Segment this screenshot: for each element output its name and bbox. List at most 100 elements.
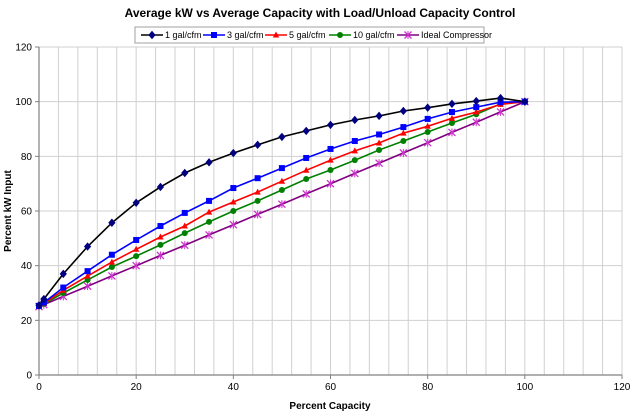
data-point-5-gal-cfm (400, 129, 407, 136)
legend-marker (211, 32, 217, 38)
legend-marker (272, 31, 280, 38)
data-point-ideal-compressor (156, 251, 165, 260)
data-point-1-gal-cfm (278, 132, 286, 142)
data-point-ideal-compressor (399, 148, 408, 157)
data-point-3-gal-cfm (230, 185, 237, 192)
legend-item-ideal-compressor: Ideal Compressor (397, 30, 492, 40)
data-point-1-gal-cfm (351, 115, 359, 125)
data-point-1-gal-cfm (399, 106, 407, 116)
data-point-ideal-compressor (107, 271, 116, 280)
data-point-10-gal-cfm (157, 241, 164, 248)
data-point-3-gal-cfm (278, 165, 285, 172)
data-point-5-gal-cfm (278, 177, 286, 184)
data-point-ideal-compressor (423, 138, 432, 147)
data-point-3-gal-cfm (303, 154, 310, 161)
legend-marker (337, 32, 343, 38)
data-point-1-gal-cfm (326, 120, 335, 130)
data-point-1-gal-cfm (302, 126, 310, 136)
series-line-1-gal-cfm (38, 97, 525, 306)
data-point-5-gal-cfm (108, 258, 116, 265)
series-line-3-gal-cfm (38, 100, 525, 307)
data-point-5-gal-cfm (375, 139, 383, 146)
data-point-10-gal-cfm (230, 208, 237, 214)
axes: 0 20 40 60 80 100 120 0 20 40 60 80 100 120 (15, 43, 630, 394)
legend-item-1-gal-cfm: 1 gal/cfm (141, 30, 202, 40)
series-group (35, 93, 529, 311)
data-point-1-gal-cfm (205, 158, 213, 167)
y-tick-label: 80 (21, 152, 33, 163)
y-axis-label: Percent kW Input (3, 169, 14, 251)
data-point-3-gal-cfm (84, 268, 91, 275)
data-point-10-gal-cfm (400, 138, 407, 145)
data-point-10-gal-cfm (206, 218, 213, 225)
data-point-5-gal-cfm (303, 166, 310, 173)
legend-item-10-gal-cfm: 10 gal/cfm (329, 30, 395, 40)
data-point-5-gal-cfm (205, 208, 213, 215)
data-point-10-gal-cfm (181, 230, 188, 237)
y-tick-label: 0 (26, 371, 32, 382)
y-tick-label: 100 (15, 97, 32, 108)
data-point-3-gal-cfm (108, 251, 115, 258)
data-point-1-gal-cfm (132, 198, 140, 207)
data-point-3-gal-cfm (181, 209, 188, 216)
data-point-5-gal-cfm (181, 222, 188, 229)
data-point-ideal-compressor (326, 179, 335, 188)
data-point-1-gal-cfm (35, 301, 43, 310)
legend-label: 1 gal/cfm (165, 30, 202, 40)
data-point-ideal-compressor (302, 189, 311, 198)
data-point-1-gal-cfm (108, 218, 116, 227)
data-point-1-gal-cfm (496, 93, 505, 103)
x-tick-label: 120 (614, 382, 631, 393)
series-1-gal-cfm (35, 93, 529, 310)
x-tick-label: 40 (228, 382, 240, 393)
data-point-5-gal-cfm (230, 198, 237, 205)
legend-marker (148, 30, 156, 40)
data-point-3-gal-cfm (448, 109, 455, 116)
data-point-ideal-compressor (447, 128, 456, 137)
y-tick-label: 120 (15, 43, 32, 54)
data-point-ideal-compressor (229, 220, 238, 229)
data-point-1-gal-cfm (181, 168, 189, 178)
data-point-1-gal-cfm (472, 96, 480, 106)
data-point-10-gal-cfm (351, 157, 358, 164)
data-point-3-gal-cfm (376, 131, 383, 138)
x-axis-label: Percent Capacity (289, 401, 371, 412)
data-point-ideal-compressor (472, 118, 481, 127)
legend-item-3-gal-cfm: 3 gal/cfm (203, 30, 264, 40)
data-point-ideal-compressor (205, 230, 214, 239)
data-point-10-gal-cfm (278, 186, 285, 193)
legend: 1 gal/cfm 3 gal/cfm 5 gal/cfm 10 gal/cfm Ide… (134, 26, 492, 44)
data-point-10-gal-cfm (254, 197, 261, 204)
data-point-5-gal-cfm (254, 188, 261, 195)
data-point-5-gal-cfm (448, 114, 456, 121)
legend-item-5-gal-cfm: 5 gal/cfm (265, 30, 326, 40)
data-point-1-gal-cfm (424, 103, 432, 112)
data-point-1-gal-cfm (156, 182, 165, 192)
data-point-10-gal-cfm (327, 167, 334, 173)
data-point-3-gal-cfm (133, 236, 140, 243)
data-point-3-gal-cfm (473, 104, 480, 111)
data-point-10-gal-cfm (108, 264, 115, 271)
data-point-10-gal-cfm (448, 119, 455, 126)
data-point-5-gal-cfm (132, 245, 140, 252)
data-point-5-gal-cfm (157, 233, 164, 240)
data-point-ideal-compressor (253, 210, 262, 219)
data-point-5-gal-cfm (327, 156, 334, 163)
data-point-3-gal-cfm (400, 124, 407, 131)
legend-label: 10 gal/cfm (353, 30, 395, 40)
legend-label: 5 gal/cfm (289, 30, 326, 40)
data-point-1-gal-cfm (83, 242, 92, 251)
data-point-1-gal-cfm (254, 140, 262, 150)
legend-box (134, 26, 485, 44)
x-tick-label: 100 (516, 382, 533, 393)
data-point-1-gal-cfm (521, 97, 529, 106)
data-point-ideal-compressor (496, 107, 505, 116)
grid (39, 46, 623, 375)
data-point-5-gal-cfm (351, 147, 358, 154)
data-point-3-gal-cfm (424, 115, 431, 122)
x-tick-label: 0 (36, 382, 42, 393)
legend-marker (404, 31, 412, 39)
data-point-1-gal-cfm (448, 99, 456, 109)
data-point-ideal-compressor (375, 159, 384, 168)
